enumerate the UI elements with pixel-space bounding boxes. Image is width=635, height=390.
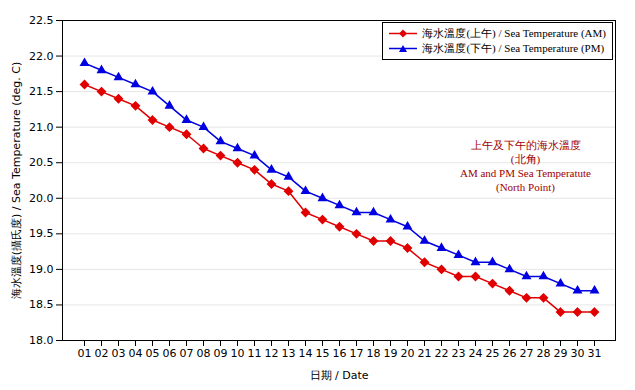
svg-text:21.5: 21.5 (29, 85, 54, 98)
svg-text:08: 08 (197, 347, 211, 360)
svg-text:04: 04 (129, 347, 143, 360)
svg-text:18.0: 18.0 (29, 334, 54, 347)
svg-text:海水溫度(攝氏度) / Sea Temperature (d: 海水溫度(攝氏度) / Sea Temperature (deg. C) (10, 62, 23, 299)
html-text:海水溫度(上午) / Sea Temperature (AM: 海水溫度(上午) / Sea Temperature (AM) (422, 27, 606, 39)
svg-text:19: 19 (384, 347, 398, 360)
svg-text:22.0: 22.0 (29, 50, 54, 63)
svg-text:10: 10 (231, 347, 245, 360)
svg-text:31: 31 (588, 347, 602, 360)
svg-text:日期 / Date: 日期 / Date (310, 369, 369, 382)
svg-text:上午及下午的海水溫度(北角)AM and PM Sea Te: 上午及下午的海水溫度(北角)AM and PM Sea Temperatute(… (460, 139, 591, 193)
svg-text:20: 20 (401, 347, 415, 360)
svg-text:11: 11 (248, 347, 262, 360)
svg-text:21: 21 (418, 347, 432, 360)
svg-text:19.5: 19.5 (29, 227, 54, 240)
svg-text:01: 01 (78, 347, 92, 360)
svg-text:28: 28 (537, 347, 551, 360)
svg-text:20.5: 20.5 (29, 156, 54, 169)
svg-text:05: 05 (146, 347, 160, 360)
svg-text:19.0: 19.0 (29, 263, 54, 276)
svg-text:15: 15 (316, 347, 330, 360)
svg-text:22.5: 22.5 (29, 14, 54, 27)
svg-text:13: 13 (282, 347, 296, 360)
svg-text:09: 09 (214, 347, 228, 360)
html-text:海水溫度(下午) / Sea Temperature (PM: 海水溫度(下午) / Sea Temperature (PM) (422, 42, 605, 54)
svg-text:07: 07 (180, 347, 194, 360)
svg-text:20.0: 20.0 (29, 192, 54, 205)
svg-text:29: 29 (554, 347, 568, 360)
svg-text:25: 25 (486, 347, 500, 360)
svg-text:30: 30 (571, 347, 585, 360)
svg-text:02: 02 (95, 347, 109, 360)
svg-text:18.5: 18.5 (29, 298, 54, 311)
svg-text:16: 16 (333, 347, 347, 360)
svg-text:22: 22 (435, 347, 449, 360)
svg-text:23: 23 (452, 347, 466, 360)
svg-text:17: 17 (350, 347, 364, 360)
svg-text:26: 26 (503, 347, 517, 360)
svg-text:12: 12 (265, 347, 279, 360)
svg-text:24: 24 (469, 347, 483, 360)
svg-text:06: 06 (163, 347, 177, 360)
svg-text:14: 14 (299, 347, 313, 360)
svg-text:27: 27 (520, 347, 534, 360)
svg-text:03: 03 (112, 347, 126, 360)
svg-text:21.0: 21.0 (29, 121, 54, 134)
svg-text:18: 18 (367, 347, 381, 360)
